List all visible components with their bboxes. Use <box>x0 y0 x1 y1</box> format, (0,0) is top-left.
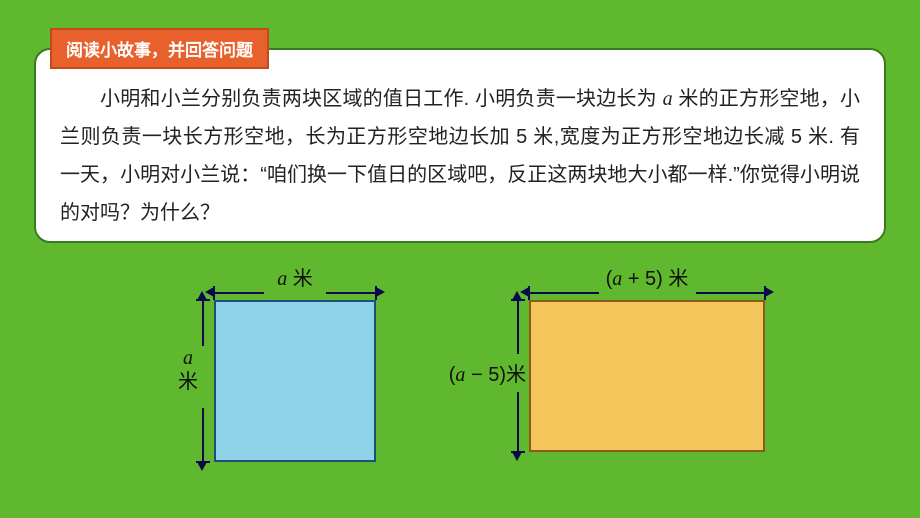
rect-top-dim-line-left <box>529 292 599 294</box>
rect-top-arrow-right <box>765 287 774 297</box>
square-top-var: a <box>277 268 287 290</box>
sq-left-tick-bot <box>196 461 210 463</box>
text-seg-1: 小明和小兰分别负责两块区域的值日工作. 小明负责一块边长为 <box>100 88 663 110</box>
square-left-unit: 米 <box>178 371 198 393</box>
sq-left-arrow-down <box>197 462 207 471</box>
rect-top-dim-line-right <box>696 292 765 294</box>
rectangle-shape <box>529 300 765 452</box>
square-top-label: a 米 <box>214 262 376 291</box>
sq-left-tick-top <box>196 299 210 301</box>
sq-top-arrow-right <box>376 287 385 297</box>
problem-text: 小明和小兰分别负责两块区域的值日工作. 小明负责一块边长为 a 米的正方形空地，… <box>60 80 860 232</box>
sq-left-dim-line-top <box>202 300 204 346</box>
sq-left-dim-line-bot <box>202 408 204 462</box>
rect-left-expr: (a − 5) <box>449 364 506 386</box>
rect-top-var: a <box>612 268 622 290</box>
rect-left-arrow-down <box>512 452 522 461</box>
instruction-header: 阅读小故事，并回答问题 <box>50 28 269 69</box>
sq-top-dim-line-right <box>326 292 376 294</box>
var-a-1: a <box>663 88 673 110</box>
rect-left-unit: 米 <box>506 364 526 386</box>
square-left-var: a <box>183 347 193 369</box>
square-diagram: a 米 a 米 <box>150 258 410 518</box>
rect-left-tick-bot <box>511 451 525 453</box>
square-left-label: a 米 <box>168 346 208 394</box>
rectangle-diagram: (a + 5) 米 (a − 5)米 <box>430 258 830 518</box>
problem-panel: 小明和小兰分别负责两块区域的值日工作. 小明负责一块边长为 a 米的正方形空地，… <box>34 48 886 243</box>
rect-top-unit: 米 <box>663 268 689 290</box>
instruction-text: 阅读小故事，并回答问题 <box>66 41 253 60</box>
rect-top-expr: (a + 5) <box>606 268 663 290</box>
rect-left-var: a <box>455 364 465 386</box>
square-shape <box>214 300 376 462</box>
rect-left-dim-line-top <box>517 300 519 354</box>
rect-left-tick-top <box>511 299 525 301</box>
diagram-area: a 米 a 米 (a + 5) 米 (a <box>0 258 920 518</box>
rect-left-dim-line-bot <box>517 392 519 452</box>
rectangle-left-label: (a − 5)米 <box>430 358 526 387</box>
rectangle-top-label: (a + 5) 米 <box>529 262 765 291</box>
square-top-unit: 米 <box>287 268 313 290</box>
sq-top-dim-line-left <box>214 292 264 294</box>
